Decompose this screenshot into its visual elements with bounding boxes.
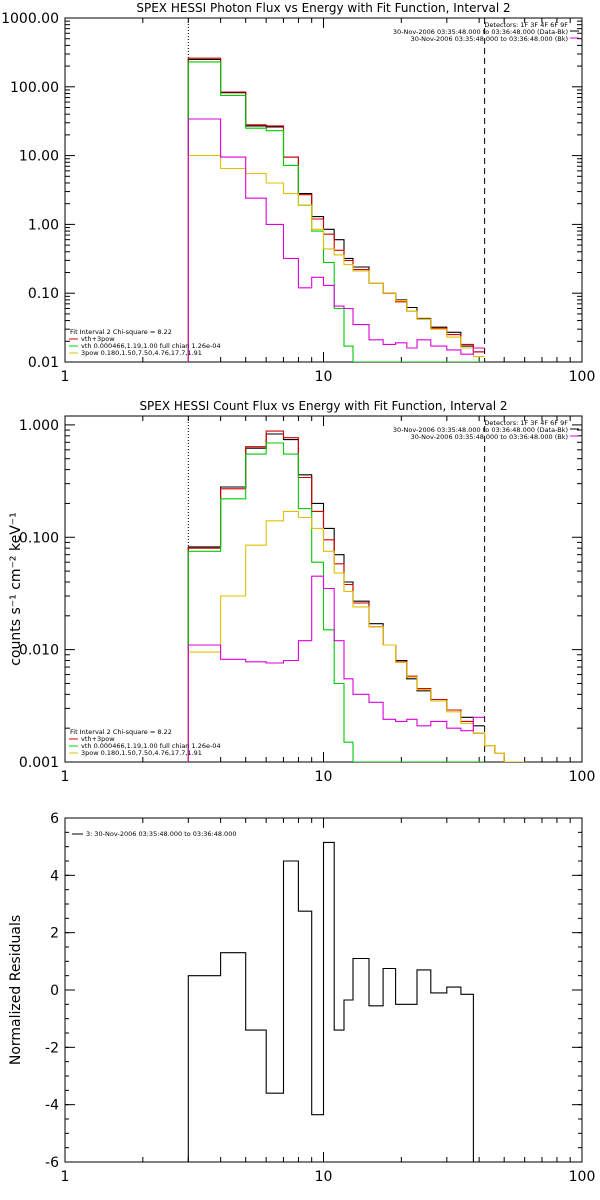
info-text-line: 30-Nov-2006 03:35:48.000 to 03:36:48.000…	[411, 433, 568, 441]
y-tick-label: 0	[50, 983, 59, 999]
y-tick-label: 1.00	[28, 217, 59, 233]
y-tick-label: 2	[50, 926, 59, 942]
y-axis-label: Normalized Residuals	[8, 915, 24, 1065]
series-line-1	[187, 430, 525, 762]
info-text-line: 30-Nov-2006 03:35:48.000 to 03:36:48.000…	[411, 35, 568, 43]
legend-label: vth 0.000466,1.19,1.00 full chian 1.26e-…	[81, 342, 221, 350]
y-tick-label: 0.010	[19, 643, 59, 659]
series-line-2	[187, 61, 485, 362]
series-line-1	[187, 57, 485, 362]
x-tick-label: 100	[569, 1169, 596, 1185]
series-line-0	[187, 58, 485, 362]
y-tick-label: -4	[45, 1098, 59, 1114]
plot-frame	[64, 17, 583, 363]
y-tick-label: 10.00	[19, 149, 59, 165]
x-tick-label: 1	[61, 369, 70, 385]
y-tick-label: 0.01	[28, 355, 59, 371]
legend-label: vth+3pow	[81, 335, 115, 343]
y-tick-label: 0.001	[19, 755, 59, 771]
series-line-4	[187, 118, 485, 362]
y-tick-label: 1000.00	[1, 11, 59, 27]
y-axis-label: counts s⁻¹ cm⁻² keV⁻¹	[8, 512, 24, 666]
x-tick-label: 10	[315, 769, 333, 785]
y-tick-label: 1.000	[19, 418, 59, 434]
series-line-4	[187, 575, 485, 762]
legend-title: Fit Interval 2 Chi-square = 8.22	[70, 728, 172, 736]
x-tick-label: 100	[569, 769, 596, 785]
y-tick-label: 6	[50, 811, 59, 827]
chart-title: SPEX HESSI Photon Flux vs Energy with Fi…	[136, 1, 510, 15]
y-tick-label: -6	[45, 1155, 59, 1171]
legend-label: 3pow 0.180,1.50,7.50,4.76,17.7,1.91	[81, 749, 202, 757]
y-tick-label: 0.10	[28, 286, 59, 302]
series-line-0	[187, 433, 485, 762]
legend-label: vth+3pow	[81, 735, 115, 743]
x-tick-label: 1	[61, 1169, 70, 1185]
y-tick-label: 0.100	[19, 530, 59, 546]
legend-label: 3: 30-Nov-2006 03:35:48.000 to 03:36:48.…	[86, 830, 236, 838]
series-line-3	[187, 510, 525, 762]
info-text-line: 30-Nov-2006 03:35:48.000 to 03:36:48.000…	[393, 28, 568, 36]
chart-panel-2: SPEX HESSI Count Flux vs Energy with Fit…	[8, 399, 595, 785]
x-tick-label: 10	[315, 369, 333, 385]
info-text-line: Detectors: 1F 3F 4F 6F 9F	[484, 419, 568, 427]
legend-title: Fit Interval 2 Chi-square = 8.22	[70, 328, 172, 336]
x-tick-label: 10	[315, 1169, 333, 1185]
series-group	[187, 841, 486, 1162]
info-text-line: Detectors: 1F 3F 4F 6F 9F	[484, 21, 568, 29]
y-tick-label: -2	[45, 1040, 59, 1056]
series-line-2	[187, 442, 485, 762]
y-tick-label: 4	[50, 868, 59, 884]
series-line-0	[187, 841, 486, 1162]
series-line-3	[187, 155, 485, 362]
chart-title: SPEX HESSI Count Flux vs Energy with Fit…	[139, 399, 507, 413]
y-tick-label: 100.00	[10, 80, 59, 96]
x-tick-label: 100	[569, 369, 596, 385]
chart-panel-3: 1 10 100 -6 -4 -2 0 2 4 6 Normalized Residuals 3: 3…	[8, 811, 595, 1185]
info-text-line: 30-Nov-2006 03:35:48.000 to 03:36:48.000…	[393, 426, 568, 434]
series-group	[187, 57, 485, 362]
legend-label: 3pow 0.180,1.50,7.50,4.76,17.7,1.91	[81, 349, 202, 357]
series-group	[187, 430, 525, 762]
legend-label: vth 0.000466,1.19,1.00 full chian 1.26e-…	[81, 742, 221, 750]
x-tick-label: 1	[61, 769, 70, 785]
chart-panel-1: SPEX HESSI Photon Flux vs Energy with Fi…	[1, 1, 595, 385]
